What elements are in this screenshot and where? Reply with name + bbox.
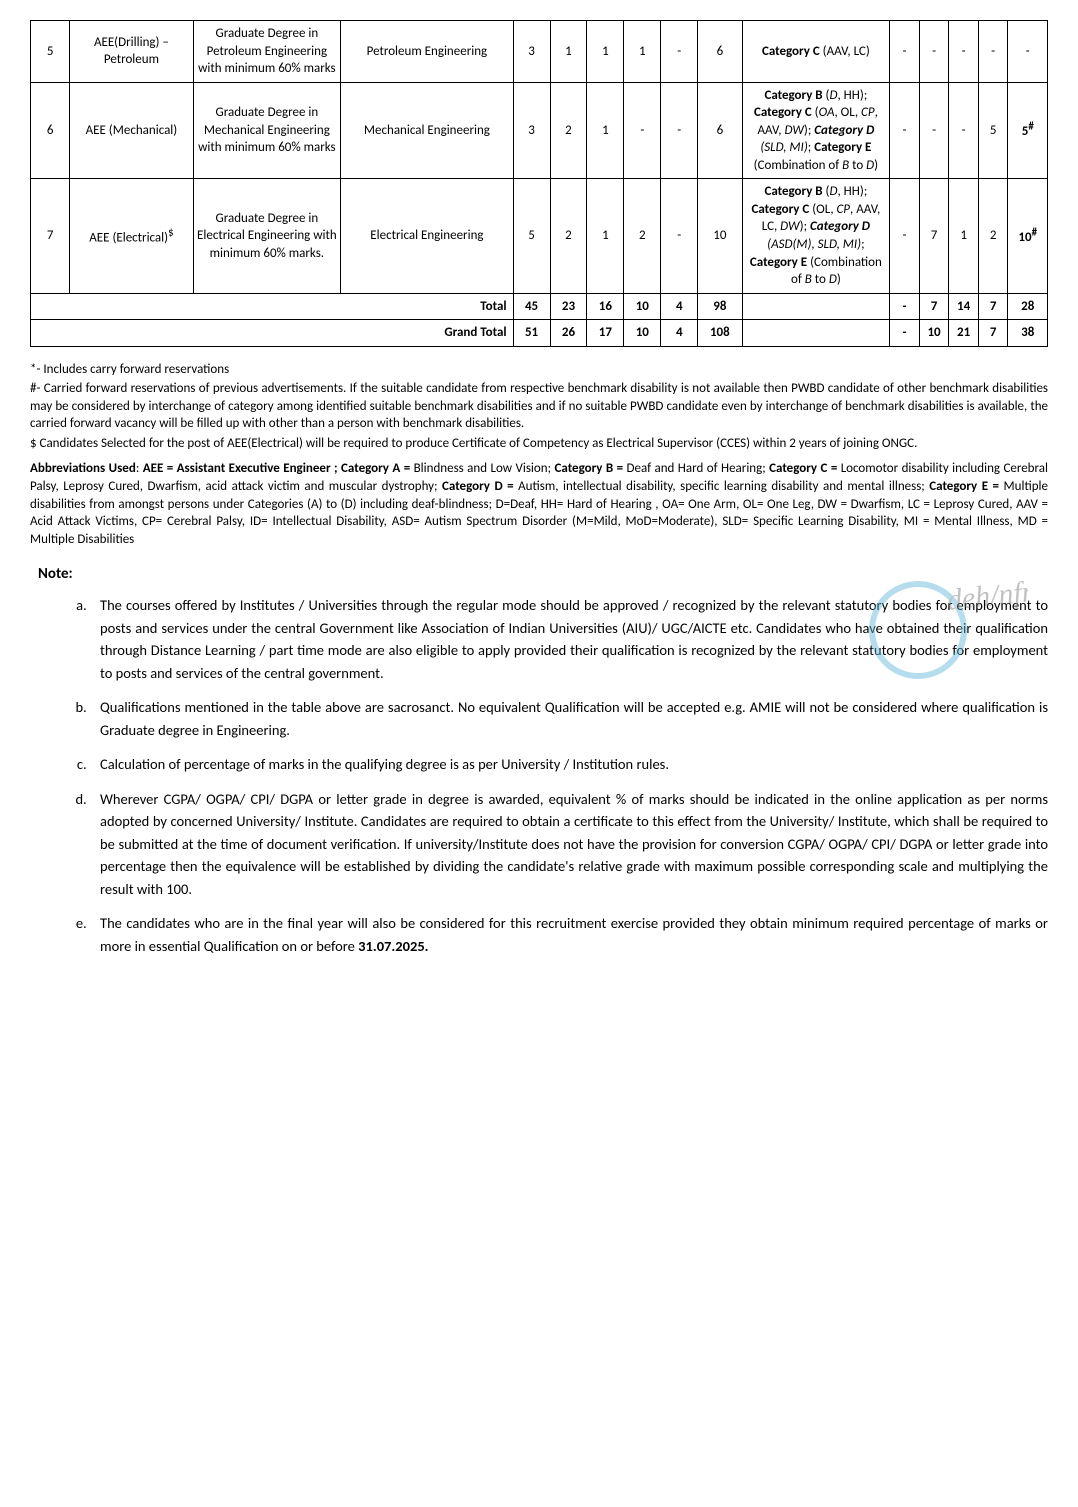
cell-subj: Mechanical Engineering [341,82,513,179]
cell-qual: Graduate Degree in Petroleum Engineering… [193,21,341,83]
total-label: Total [31,293,514,320]
table-row: 7AEE (Electrical)$Graduate Degree in Ele… [31,179,1048,293]
cell-obc: 1 [587,21,624,83]
cell-ews: 2 [550,179,587,293]
cell-total: 6 [698,82,742,179]
cell-p2: 7 [919,179,949,293]
cell-sn: 6 [31,82,70,179]
cell-p5: - [1008,21,1048,83]
note-item: Wherever CGPA/ OGPA/ CPI/ DGPA or letter… [90,788,1048,912]
cell-pwbd: Category B (D, HH); Category C (OL, CP, … [742,179,890,293]
cell-p4: 5 [978,82,1008,179]
table-row: 6AEE (Mechanical)Graduate Degree in Mech… [31,82,1048,179]
cell-p5: 10# [1008,179,1048,293]
cell-p3: 1 [949,179,979,293]
cell-subj: Petroleum Engineering [341,21,513,83]
cell-obc: 1 [587,179,624,293]
footnote-dollar: $ Candidates Selected for the post of AE… [30,435,1048,453]
cell-ur: 3 [513,21,550,83]
note-item: The courses offered by Institutes / Univ… [90,594,1048,696]
cell-p2: - [919,82,949,179]
cell-ews: 1 [550,21,587,83]
cell-p1: - [890,82,920,179]
cell-st: - [661,179,698,293]
cell-p5: 5# [1008,82,1048,179]
cell-p3: - [949,82,979,179]
cell-p3: - [949,21,979,83]
cell-p1: - [890,179,920,293]
grand-total-label: Grand Total [31,320,514,347]
footnote-star: *- Includes carry forward reservations [30,361,1048,379]
cell-post: AEE (Mechanical) [70,82,193,179]
cell-p4: 2 [978,179,1008,293]
cell-obc: 1 [587,82,624,179]
cell-sc: 2 [624,179,661,293]
cell-subj: Electrical Engineering [341,179,513,293]
notes-list: The courses offered by Institutes / Univ… [30,594,1048,969]
cell-pwbd: Category B (D, HH); Category C (OA, OL, … [742,82,890,179]
footnote-hash: #- Carried forward reservations of previ… [30,380,1048,433]
footnotes: *- Includes carry forward reservations #… [30,361,1048,453]
table-row: 5AEE(Drilling) – PetroleumGraduate Degre… [31,21,1048,83]
grand-total-row: Grand Total 51 26 17 10 4 108 - 10 21 7 … [31,320,1048,347]
note-item: The candidates who are in the final year… [90,912,1048,969]
note-item: Qualifications mentioned in the table ab… [90,696,1048,753]
cell-ur: 3 [513,82,550,179]
cell-post: AEE (Electrical)$ [70,179,193,293]
cell-pwbd: Category C (AAV, LC) [742,21,890,83]
cell-p1: - [890,21,920,83]
note-heading: Note: [38,564,1048,584]
cell-total: 6 [698,21,742,83]
cell-total: 10 [698,179,742,293]
cell-sc: 1 [624,21,661,83]
vacancy-table: 5AEE(Drilling) – PetroleumGraduate Degre… [30,20,1048,347]
cell-p4: - [978,21,1008,83]
cell-st: - [661,21,698,83]
cell-qual: Graduate Degree in Mechanical Engineerin… [193,82,341,179]
cell-ur: 5 [513,179,550,293]
abbreviations: Abbreviations Used: AEE = Assistant Exec… [30,460,1048,548]
total-row: Total 45 23 16 10 4 98 - 7 14 7 28 [31,293,1048,320]
cell-sc: - [624,82,661,179]
cell-qual: Graduate Degree in Electrical Engineerin… [193,179,341,293]
cell-post: AEE(Drilling) – Petroleum [70,21,193,83]
cell-sn: 5 [31,21,70,83]
note-item: Calculation of percentage of marks in th… [90,753,1048,787]
cell-sn: 7 [31,179,70,293]
cell-ews: 2 [550,82,587,179]
cell-p2: - [919,21,949,83]
cell-st: - [661,82,698,179]
